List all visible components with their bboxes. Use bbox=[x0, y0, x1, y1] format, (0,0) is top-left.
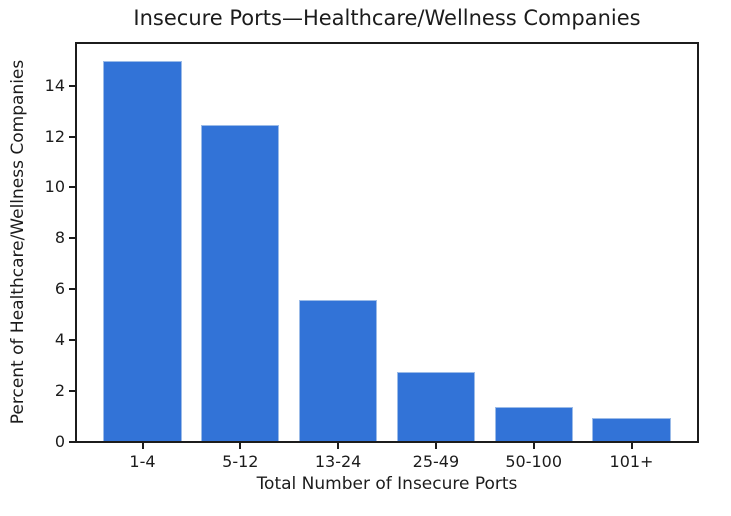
x-tick-mark bbox=[337, 443, 340, 449]
x-tick-label: 13-24 bbox=[314, 452, 362, 471]
y-tick-mark bbox=[69, 84, 75, 87]
x-tick-mark bbox=[141, 443, 144, 449]
x-tick-mark bbox=[630, 443, 633, 449]
y-tick-label: 14 bbox=[44, 75, 65, 95]
x-tick-mark bbox=[239, 443, 242, 449]
y-tick-mark bbox=[69, 135, 75, 138]
y-tick-label: 0 bbox=[54, 432, 65, 451]
bar-25-49 bbox=[396, 371, 475, 443]
y-tick-mark bbox=[69, 288, 75, 291]
x-tick-label: 5-12 bbox=[222, 452, 259, 471]
bar-5-12 bbox=[201, 124, 280, 443]
y-tick-label: 8 bbox=[54, 228, 65, 248]
x-tick-label: 25-49 bbox=[412, 452, 460, 471]
chart-title: Insecure Ports—Healthcare/Wellness Compa… bbox=[133, 6, 641, 30]
x-tick-label: 50-100 bbox=[505, 452, 563, 471]
x-axis-label: Total Number of Insecure Ports bbox=[256, 474, 518, 494]
x-tick-label: 1-4 bbox=[129, 452, 156, 471]
y-tick-label: 10 bbox=[44, 177, 65, 197]
y-tick-label: 2 bbox=[54, 381, 65, 401]
x-tick-mark bbox=[434, 443, 437, 449]
x-tick-mark bbox=[532, 443, 535, 449]
y-tick-mark bbox=[69, 339, 75, 342]
bar-101+ bbox=[592, 417, 671, 443]
y-tick-label: 12 bbox=[44, 126, 65, 146]
bar-13-24 bbox=[299, 300, 378, 443]
y-tick-mark bbox=[69, 441, 75, 443]
y-tick-label: 6 bbox=[54, 279, 65, 299]
x-tick-label: 101+ bbox=[609, 452, 654, 471]
y-tick-mark bbox=[69, 237, 75, 240]
plot-area bbox=[75, 42, 699, 443]
y-tick-mark bbox=[69, 186, 75, 189]
bar-50-100 bbox=[494, 407, 573, 443]
y-tick-mark bbox=[69, 390, 75, 393]
y-tick-label: 4 bbox=[54, 330, 65, 350]
bar-1-4 bbox=[103, 61, 182, 443]
